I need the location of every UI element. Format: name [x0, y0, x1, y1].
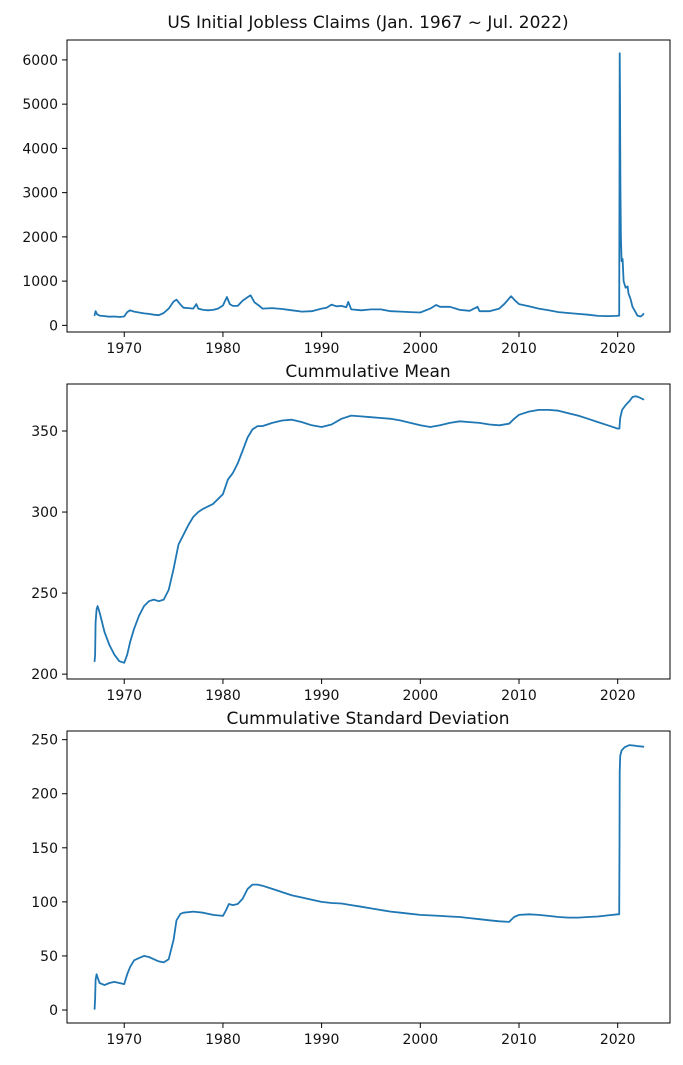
series-line — [93, 744, 645, 1010]
x-tick-label: 2020 — [600, 688, 636, 704]
axes-frame — [66, 39, 671, 333]
x-tick-label: 1980 — [205, 341, 241, 357]
y-tick-label: 200 — [31, 667, 58, 683]
x-tick-label: 2010 — [501, 341, 537, 357]
panel-cumulative-mean: Cummulative Mean 1970 1980 1990 2000 2010 202… — [31, 362, 671, 704]
y-tick-label: 5000 — [22, 97, 58, 113]
y-tick-label: 4000 — [22, 141, 58, 157]
x-tick-label: 2010 — [501, 688, 537, 704]
y-tick-label: 300 — [31, 505, 58, 521]
y-tick-label: 0 — [49, 1003, 58, 1019]
axes-frame — [66, 383, 671, 680]
x-tick-label: 2000 — [402, 1032, 438, 1048]
x-tick-label: 1990 — [304, 688, 340, 704]
y-tick-label: 1000 — [22, 274, 58, 290]
x-tick-label: 2000 — [402, 688, 438, 704]
y-tick-label: 3000 — [22, 186, 58, 202]
x-tick-label: 1970 — [106, 688, 142, 704]
axes-frame — [66, 730, 671, 1024]
series-line — [93, 395, 645, 664]
y-tick-label: 0 — [49, 318, 58, 334]
x-tick-label: 1980 — [205, 1032, 241, 1048]
x-axis: 1970 1980 1990 2000 2010 2020 — [106, 679, 636, 704]
x-tick-label: 2020 — [600, 1032, 636, 1048]
x-tick-label: 2020 — [600, 341, 636, 357]
x-tick-label: 1990 — [304, 341, 340, 357]
y-tick-label: 250 — [31, 586, 58, 602]
y-tick-label: 150 — [31, 841, 58, 857]
chart-title: Cummulative Mean — [285, 362, 450, 382]
x-tick-label: 2000 — [402, 341, 438, 357]
y-axis: 200 250 300 350 — [31, 424, 67, 683]
series-line — [93, 52, 645, 318]
x-axis: 1970 1980 1990 2000 2010 2020 — [106, 1023, 636, 1048]
x-tick-label: 2010 — [501, 1032, 537, 1048]
y-tick-label: 6000 — [22, 53, 58, 69]
chart-title: US Initial Jobless Claims (Jan. 1967 ~ J… — [167, 13, 568, 33]
x-tick-label: 1970 — [106, 1032, 142, 1048]
chart-title: Cummulative Standard Deviation — [226, 709, 509, 729]
y-axis: 0 1000 2000 3000 4000 5000 6000 — [22, 53, 67, 334]
y-tick-label: 2000 — [22, 230, 58, 246]
y-tick-label: 50 — [40, 949, 58, 965]
panel-cumulative-std: Cummulative Standard Deviation 1970 1980 1… — [31, 709, 671, 1048]
y-axis: 0 50 100 150 200 250 — [31, 733, 67, 1019]
x-tick-label: 1980 — [205, 688, 241, 704]
y-tick-label: 100 — [31, 895, 58, 911]
x-axis: 1970 1980 1990 2000 2010 2020 — [106, 332, 636, 357]
panel-jobless-claims: US Initial Jobless Claims (Jan. 1967 ~ J… — [22, 13, 671, 357]
y-tick-label: 350 — [31, 424, 58, 440]
x-tick-label: 1970 — [106, 341, 142, 357]
x-tick-label: 1990 — [304, 1032, 340, 1048]
y-tick-label: 250 — [31, 733, 58, 749]
y-tick-label: 200 — [31, 787, 58, 803]
